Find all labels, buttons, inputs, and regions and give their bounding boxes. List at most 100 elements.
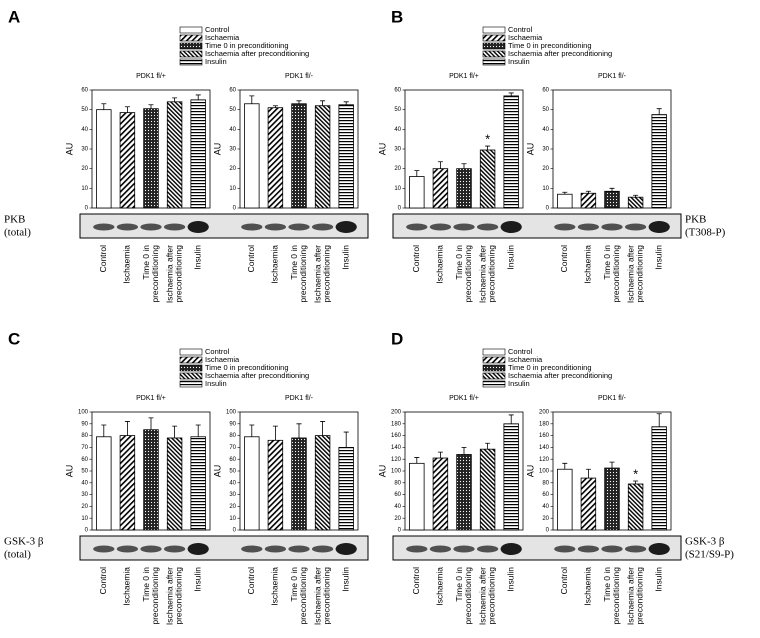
- error-bar: [148, 104, 154, 109]
- bar: [291, 103, 307, 209]
- x-tick-label: preconditioning: [321, 567, 331, 625]
- y-tick-label: 20: [229, 166, 236, 172]
- y-axis-label: AU: [64, 143, 74, 156]
- legend-label: Insulin: [205, 379, 227, 388]
- blot-band: [406, 545, 428, 553]
- y-tick-label: 20: [229, 504, 236, 510]
- blot-band: [187, 221, 209, 233]
- x-tick-label: Time 0 in: [602, 567, 612, 602]
- x-tick-label: Time 0 in: [454, 245, 464, 280]
- y-tick-label: 0: [398, 528, 402, 534]
- y-tick-label: 20: [394, 516, 401, 522]
- blot-label: (S21/S9-P): [685, 549, 734, 561]
- error-bar: [585, 190, 591, 194]
- y-tick-label: 100: [226, 410, 237, 416]
- blot-band: [241, 223, 263, 231]
- y-tick-label: 80: [81, 433, 88, 439]
- bar: [432, 457, 449, 531]
- error-bar: [343, 431, 349, 448]
- y-tick-label: 50: [81, 469, 88, 475]
- error-bar: [414, 457, 420, 464]
- y-tick-label: 30: [229, 147, 236, 153]
- x-tick-label: Insulin: [505, 245, 515, 270]
- y-tick-label: 80: [229, 433, 236, 439]
- y-tick-label: 10: [81, 516, 88, 522]
- y-tick-label: 50: [394, 107, 401, 113]
- y-tick-label: 10: [229, 516, 236, 522]
- bar: [119, 435, 136, 531]
- y-tick-label: 60: [394, 88, 401, 94]
- y-tick-label: 60: [394, 492, 401, 498]
- error-bar: [195, 424, 201, 437]
- blot-band: [116, 223, 139, 231]
- x-tick-label: Ischaemia: [583, 567, 593, 606]
- x-tick-label: preconditioning: [463, 245, 473, 303]
- bar: [96, 109, 112, 209]
- legend-swatch: [179, 34, 203, 42]
- x-tick-label: preconditioning: [150, 245, 160, 303]
- legend-swatch: [482, 34, 506, 42]
- y-tick-label: 10: [229, 186, 236, 192]
- blot-band: [601, 545, 623, 553]
- x-tick-label: preconditioning: [611, 245, 621, 303]
- x-tick-label: Insulin: [192, 567, 202, 592]
- blot-band: [648, 543, 670, 555]
- legend-label: Time 0 in preconditioning: [508, 363, 592, 372]
- x-tick-label: Control: [246, 245, 256, 273]
- legend-swatch: [482, 380, 506, 388]
- error-bar: [633, 194, 639, 198]
- y-tick-label: 20: [394, 166, 401, 172]
- x-tick-label: Ischaemia: [270, 567, 280, 606]
- bar: [651, 114, 667, 209]
- x-tick-label: Control: [559, 245, 569, 273]
- x-tick-label: Control: [98, 245, 108, 273]
- bar: [96, 436, 112, 531]
- y-tick-label: 20: [81, 504, 88, 510]
- legend-swatch: [179, 364, 203, 372]
- bar: [190, 436, 206, 531]
- legend-label: Ischaemia after preconditioning: [508, 49, 612, 58]
- legend-label: Ischaemia: [205, 355, 240, 364]
- y-tick-label: 20: [81, 166, 88, 172]
- chart-title: PDK1 fl/-: [285, 73, 314, 80]
- blot-band: [577, 223, 600, 231]
- panel-letter: A: [8, 7, 20, 26]
- significance-mark: *: [633, 466, 638, 481]
- y-tick-label: 100: [78, 410, 89, 416]
- legend-label: Insulin: [205, 57, 227, 66]
- y-tick-label: 30: [81, 492, 88, 498]
- y-tick-label: 0: [85, 528, 89, 534]
- x-tick-label: preconditioning: [321, 245, 331, 303]
- legend-swatch: [179, 348, 203, 356]
- error-bar: [414, 170, 420, 177]
- x-tick-label: Ischaemia: [583, 245, 593, 284]
- bar: [143, 108, 159, 209]
- y-tick-label: 40: [394, 127, 401, 133]
- bar: [267, 107, 284, 209]
- x-tick-label: Ischaemia after: [625, 245, 635, 303]
- x-tick-label: Insulin: [505, 567, 515, 592]
- error-bar: [320, 421, 326, 436]
- y-axis-label: AU: [377, 465, 387, 478]
- x-tick-label: preconditioning: [298, 245, 308, 303]
- y-tick-label: 180: [539, 421, 550, 427]
- bar: [503, 423, 519, 531]
- blot-band: [140, 223, 162, 231]
- legend-label: Ischaemia after preconditioning: [205, 49, 309, 58]
- panel-letter: D: [391, 329, 403, 348]
- x-tick-label: preconditioning: [463, 567, 473, 625]
- y-tick-label: 60: [542, 88, 549, 94]
- legend-swatch: [482, 26, 506, 34]
- y-tick-label: 160: [539, 433, 550, 439]
- blot-band: [163, 545, 186, 553]
- y-tick-label: 20: [542, 166, 549, 172]
- error-bar: [562, 462, 568, 470]
- y-tick-label: 90: [81, 421, 88, 427]
- y-tick-label: 10: [394, 186, 401, 192]
- bar: [557, 193, 573, 209]
- blot-label: GSK-3 β: [685, 536, 725, 548]
- x-tick-label: Ischaemia after: [164, 567, 174, 625]
- blot-band: [288, 545, 310, 553]
- blot-band: [453, 223, 475, 231]
- blot-band: [476, 223, 499, 231]
